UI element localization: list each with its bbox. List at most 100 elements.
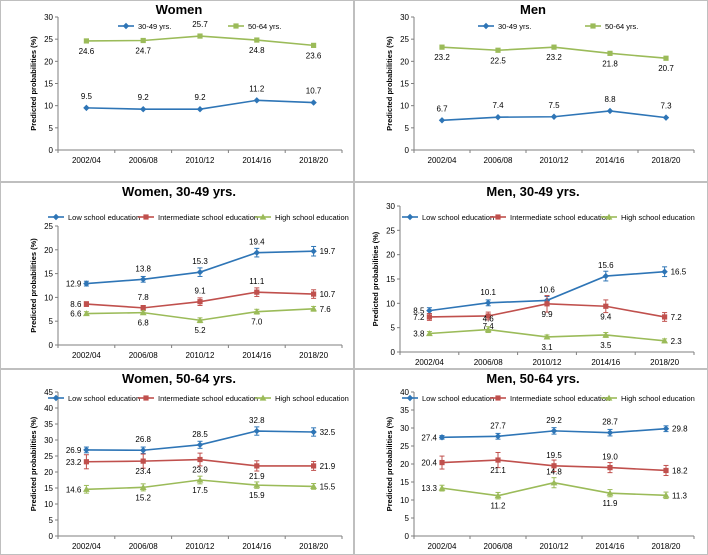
data-label: 26.8 bbox=[135, 435, 151, 444]
y-axis-label: Predicted probabilities (%) bbox=[385, 36, 394, 131]
legend-label: Low school education bbox=[68, 213, 140, 222]
data-point bbox=[606, 107, 614, 115]
y-tick-label: 20 bbox=[44, 57, 53, 66]
legend-swatch-marker bbox=[143, 395, 149, 401]
data-point bbox=[140, 106, 147, 113]
data-point bbox=[310, 248, 317, 255]
legend-item: 50-64 yrs. bbox=[585, 22, 638, 31]
x-tick-label: 2014/16 bbox=[591, 358, 620, 367]
data-label: 13.8 bbox=[135, 264, 151, 273]
data-point bbox=[495, 47, 501, 53]
data-label: 21.9 bbox=[320, 462, 336, 471]
panel-women-50-64: Women, 50-64 yrs. 0 5 10 15 20 25 30 35 40 45 2002/… bbox=[0, 369, 354, 555]
series-intermediate-school-education: 8.6 7.8 9.1 11.1 10.7 bbox=[70, 277, 336, 311]
legend-swatch-marker bbox=[406, 213, 414, 221]
legend-item: Low school education bbox=[48, 394, 140, 403]
data-point bbox=[253, 308, 261, 315]
y-tick-label: 30 bbox=[386, 202, 395, 211]
legend-item: 30-49 yrs. bbox=[118, 22, 171, 31]
y-tick-label: 5 bbox=[49, 516, 54, 525]
y-tick-label: 40 bbox=[400, 388, 409, 397]
data-point bbox=[485, 313, 491, 319]
y-tick-label: 5 bbox=[49, 317, 54, 326]
data-label: 3.1 bbox=[541, 343, 553, 352]
series-low-school-education: 12.9 13.8 15.3 19.4 19.7 bbox=[66, 238, 336, 289]
series-30-49-yrs-: 6.7 7.4 7.5 8.8 7.3 bbox=[436, 95, 672, 124]
y-tick-label: 25 bbox=[44, 35, 53, 44]
data-point bbox=[607, 465, 613, 471]
data-point bbox=[495, 457, 501, 463]
data-label: 10.7 bbox=[320, 290, 336, 299]
y-axis-label: Predicted probabilities (%) bbox=[371, 231, 380, 326]
data-label: 12.9 bbox=[66, 280, 82, 289]
data-label: 28.5 bbox=[192, 430, 208, 439]
legend-swatch-marker bbox=[143, 214, 149, 220]
data-point bbox=[310, 99, 317, 106]
legend-swatch-marker bbox=[482, 22, 490, 30]
data-point bbox=[494, 433, 502, 440]
y-tick-label: 10 bbox=[400, 496, 409, 505]
data-point bbox=[311, 291, 317, 297]
data-point bbox=[253, 427, 260, 435]
data-point bbox=[551, 463, 557, 469]
data-label: 19.4 bbox=[249, 238, 265, 247]
data-label: 26.9 bbox=[66, 446, 82, 455]
data-label: 14.8 bbox=[546, 468, 562, 477]
data-label: 27.4 bbox=[421, 433, 437, 442]
data-point bbox=[662, 114, 670, 121]
data-point bbox=[607, 50, 613, 56]
legend-label: High school education bbox=[621, 213, 695, 222]
legend-swatch-marker bbox=[406, 394, 414, 402]
legend-label: 50-64 yrs. bbox=[248, 22, 281, 31]
x-tick-label: 2002/04 bbox=[428, 156, 457, 165]
data-point bbox=[485, 299, 492, 307]
panel-border bbox=[0, 369, 354, 555]
series-intermediate-school-education: 7.27.49.99.47.2 bbox=[413, 295, 682, 331]
data-label: 10.7 bbox=[306, 87, 322, 96]
data-label: 5.2 bbox=[194, 326, 206, 335]
data-point bbox=[606, 429, 614, 436]
data-label: 21.8 bbox=[602, 59, 618, 68]
legend-item: Low school education bbox=[402, 213, 494, 222]
y-tick-label: 10 bbox=[386, 299, 395, 308]
y-tick-label: 0 bbox=[405, 532, 410, 541]
legend-item: High school education bbox=[255, 213, 349, 222]
data-point bbox=[311, 463, 317, 469]
legend-label: High school education bbox=[621, 394, 695, 403]
data-point bbox=[83, 459, 89, 465]
y-tick-label: 15 bbox=[44, 270, 53, 279]
data-point bbox=[662, 491, 670, 498]
data-point bbox=[602, 331, 610, 338]
data-point bbox=[551, 44, 557, 50]
data-label: 23.9 bbox=[192, 466, 208, 475]
data-label: 21.9 bbox=[249, 472, 265, 481]
data-point bbox=[438, 117, 446, 124]
y-tick-label: 25 bbox=[44, 452, 53, 461]
data-label: 27.7 bbox=[490, 421, 506, 430]
legend-label: 50-64 yrs. bbox=[605, 22, 638, 31]
data-label: 9.1 bbox=[194, 287, 206, 296]
data-point bbox=[196, 441, 204, 448]
data-label: 10.1 bbox=[480, 288, 496, 297]
legend-swatch-marker bbox=[605, 394, 613, 401]
series-50-64-yrs-: 23.2 22.5 23.2 21.8 20.7 bbox=[434, 44, 674, 73]
y-tick-label: 20 bbox=[386, 251, 395, 260]
panel-title: Men bbox=[520, 2, 546, 17]
data-label: 23.6 bbox=[306, 51, 322, 60]
panel-men-30-49: Men, 30-49 yrs. 0 5 10 15 20 25 30 2002/04 2006/0… bbox=[354, 182, 708, 369]
data-point bbox=[426, 314, 432, 320]
panel-women-30-49: Women, 30-49 yrs. 0 5 10 15 20 25 2002/04 2006/0… bbox=[0, 182, 354, 369]
data-point bbox=[311, 42, 317, 48]
series-intermediate-school-education: 20.4 21.1 19.5 19.0 18.2 bbox=[421, 451, 688, 477]
data-point bbox=[83, 446, 90, 454]
x-tick-label: 2010/12 bbox=[186, 156, 215, 165]
data-label: 29.8 bbox=[672, 425, 688, 434]
data-point bbox=[254, 37, 260, 43]
y-tick-label: 45 bbox=[44, 388, 53, 397]
data-point bbox=[254, 463, 260, 469]
y-tick-label: 30 bbox=[44, 13, 53, 22]
series-30-49-yrs-: 9.5 9.2 9.2 11.2 10.7 bbox=[81, 84, 322, 113]
data-label: 28.7 bbox=[602, 418, 618, 427]
data-label: 8.5 bbox=[413, 307, 425, 316]
panel-men: Men 0 5 10 15 20 25 30 2002/04 2006/08 2010/12 2014… bbox=[354, 0, 708, 182]
